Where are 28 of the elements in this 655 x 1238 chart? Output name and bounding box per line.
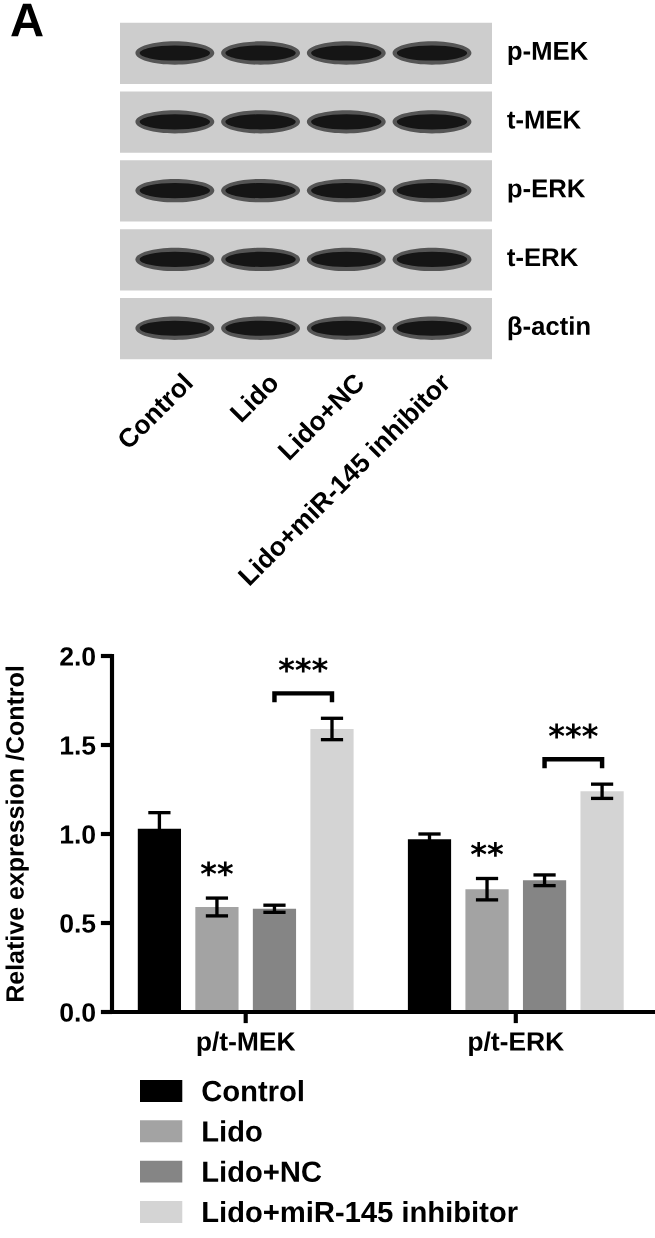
bar — [522, 880, 567, 1012]
category-label: β-actin — [508, 316, 590, 341]
y-tick-label: 2.0 — [60, 647, 95, 666]
annotation: ** — [200, 861, 233, 877]
legend-label: Control — [202, 1080, 303, 1102]
x-tick-label: p/t-ERK — [469, 1031, 564, 1057]
y-axis-title: Relative expression /Control — [5, 666, 29, 1002]
annotation: ** — [470, 841, 504, 857]
y-tick-label: 1.5 — [61, 736, 96, 755]
x-tick-label: p/t-MEK — [197, 1031, 296, 1057]
text: A — [11, 3, 43, 37]
annotation: *** — [548, 723, 598, 739]
category-label: t-MEK — [507, 110, 581, 129]
category-label: p-ERK — [508, 179, 586, 203]
bar — [580, 791, 624, 1012]
legend-label: Lido — [203, 1120, 262, 1142]
bar — [195, 906, 239, 1012]
bar — [465, 889, 509, 1012]
category-label: t-ERK — [507, 248, 579, 267]
bar — [310, 728, 354, 1012]
y-tick-label: 1.0 — [61, 825, 95, 844]
legend-label: Lido+NC — [203, 1160, 322, 1183]
legend-label: Lido+miR-145 inhibitor — [203, 1200, 518, 1223]
annotation: *** — [278, 657, 328, 673]
y-tick-label: 0.0 — [60, 1003, 95, 1022]
bar — [252, 908, 297, 1012]
category-label: p-MEK — [508, 41, 588, 65]
y-tick-label: 0.5 — [60, 914, 96, 933]
